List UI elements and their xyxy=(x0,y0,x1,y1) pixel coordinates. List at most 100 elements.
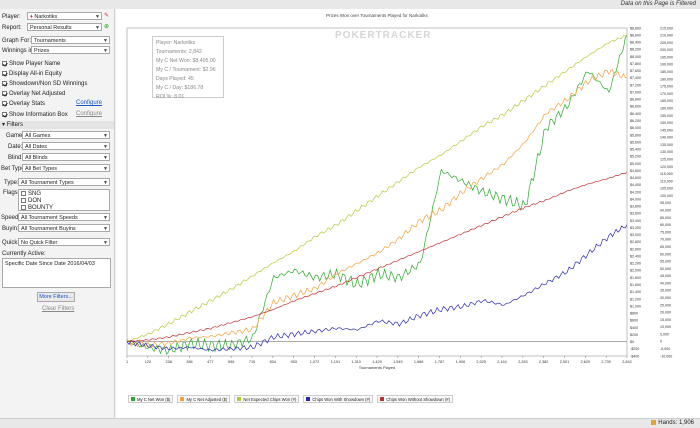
y-left-tick-label: $5,600 xyxy=(630,140,641,144)
hands-count: Hands: 1,906 xyxy=(651,420,694,426)
bet-type-select[interactable]: All Bet Types ▼ xyxy=(22,164,110,172)
checkbox-icon[interactable] xyxy=(2,101,7,106)
legend-swatch xyxy=(237,397,242,401)
filtered-notice: Data on this Page is Filtered xyxy=(620,1,696,7)
blind-select[interactable]: All Blinds ▼ xyxy=(22,153,110,161)
quick-row: Quick: xyxy=(2,238,19,247)
chevron-down-icon: ▼ xyxy=(103,38,108,44)
y-left-tick-label: $4,000 xyxy=(630,197,641,201)
y-left-tick-label: $2,400 xyxy=(630,254,641,258)
y-left-tick-label: $3,600 xyxy=(630,212,641,216)
report-select[interactable]: Personal Results ▼ xyxy=(27,23,102,31)
checkbox-overlay-net-adjusted[interactable]: Overlay Net Adjusted xyxy=(2,89,65,98)
y-left-tick-label: $5,400 xyxy=(630,148,641,152)
x-tick-label: 1,668 xyxy=(414,360,424,364)
y-right-tick-label: 140,000 xyxy=(660,136,673,140)
checkbox-icon[interactable] xyxy=(21,198,26,203)
flags-listbox[interactable]: SNG DON BOUNTY xyxy=(18,189,110,211)
date-label: Date: xyxy=(8,143,23,150)
y-left-tick-label: $1,400 xyxy=(630,290,641,294)
more-filters-button[interactable]: More Filters... xyxy=(37,292,75,302)
chevron-down-icon: ▼ xyxy=(103,48,108,54)
y-right-tick-label: 210,000 xyxy=(660,34,673,38)
y-right-tick-label: 80,000 xyxy=(660,223,671,227)
y-right-tick-label: 60,000 xyxy=(660,252,671,256)
speed-label: Speed: xyxy=(1,214,21,221)
legend-item[interactable]: Net Expected Chips Won (#) xyxy=(234,395,300,403)
configure-info-box-link[interactable]: Configure xyxy=(76,111,103,117)
buyin-value: All Tournament Buyins xyxy=(21,226,76,232)
speed-select[interactable]: All Tournament Speeds ▼ xyxy=(18,213,110,221)
y-right-tick-label: 155,000 xyxy=(660,114,673,118)
y-right-tick-label: 130,000 xyxy=(660,150,673,154)
information-box: Player: Narkotiks Tournaments: 2,842 My … xyxy=(152,36,224,100)
y-left-tick-label: $5,800 xyxy=(630,133,641,137)
checkbox-icon[interactable] xyxy=(21,191,26,196)
y-right-tick-label: 70,000 xyxy=(660,238,671,242)
y-right-tick-label: -10,000 xyxy=(660,354,672,358)
configure-overlay-stats-link[interactable]: Configure xyxy=(76,100,103,106)
chart-title: Prizes Won over Tournaments Played for N… xyxy=(326,13,428,18)
info-line: Tournaments: 2,842 xyxy=(156,49,202,55)
checkbox-icon[interactable] xyxy=(2,61,7,66)
y-left-tick-label: $4,600 xyxy=(630,176,641,180)
checkbox-show-info-box[interactable]: Show Information Box xyxy=(2,110,68,119)
checkbox-overlay-stats[interactable]: Overlay Stats xyxy=(2,99,45,108)
report-add-icon[interactable]: ⊕ xyxy=(104,24,110,30)
checkbox-show-player-name[interactable]: Show Player Name xyxy=(2,59,60,68)
checkbox-icon[interactable] xyxy=(2,81,7,86)
y-left-tick-label: $4,200 xyxy=(630,190,641,194)
x-tick-label: 1,787 xyxy=(435,360,445,364)
x-tick-label: 2,263 xyxy=(518,360,528,364)
graph-for-select[interactable]: Tournaments ▼ xyxy=(31,36,110,44)
x-tick-label: 1,906 xyxy=(456,360,466,364)
legend-swatch xyxy=(131,397,135,401)
buyin-select[interactable]: All Tournament Buyins ▼ xyxy=(18,224,110,232)
y-left-tick-label: $5,200 xyxy=(630,155,641,159)
info-line: My C Net Won: $8,405.00 xyxy=(156,58,216,64)
checkbox-icon[interactable] xyxy=(21,205,26,210)
player-options-icon[interactable]: ✎ xyxy=(104,13,110,19)
quick-filter-select[interactable]: No Quick Filter ▼ xyxy=(18,238,110,246)
bet-type-row: Bet Type: xyxy=(1,164,26,173)
game-select[interactable]: All Games ▼ xyxy=(22,131,110,139)
y-right-tick-label: 35,000 xyxy=(660,289,671,293)
y-left-tick-label: $1,800 xyxy=(630,276,641,280)
flag-item[interactable]: DON xyxy=(19,197,109,204)
x-tick-label: 120 xyxy=(145,360,151,364)
y-left-tick-label: $2,600 xyxy=(630,247,641,251)
y-right-tick-label: 125,000 xyxy=(660,158,673,162)
flag-item[interactable]: SNG xyxy=(19,190,109,197)
filters-header[interactable]: ▾ Filters xyxy=(0,121,114,129)
y-left-tick-label: $7,600 xyxy=(630,69,641,73)
legend-item[interactable]: My C Net Adjusted ($) xyxy=(177,395,231,403)
y-right-tick-label: 165,000 xyxy=(660,99,673,103)
winnings-label: Winnings in: xyxy=(2,47,35,54)
legend-item[interactable]: Chips Won Without Showdown (#) xyxy=(377,395,453,403)
collapse-icon[interactable]: ▾ xyxy=(2,122,6,128)
checkbox-display-allin-equity[interactable]: Display All-in Equity xyxy=(2,69,62,78)
winnings-select[interactable]: Prizes ▼ xyxy=(31,46,110,54)
type-value: All Tournament Types xyxy=(21,180,74,186)
flag-item[interactable]: BOUNTY xyxy=(19,204,109,210)
checkbox-showdown-winnings[interactable]: Showdown/Non SD Winnings xyxy=(2,79,87,88)
y-right-tick-label: 160,000 xyxy=(660,106,673,110)
series-line xyxy=(126,68,628,348)
x-axis-label: Tournaments Played xyxy=(359,365,395,370)
date-select[interactable]: All Dates ▼ xyxy=(22,142,110,150)
player-value: Narkotiks xyxy=(34,14,58,20)
hands-count-label: Hands: 1,906 xyxy=(658,420,694,427)
x-tick-label: 2,842 xyxy=(622,360,632,364)
y-right-tick-label: 10,000 xyxy=(660,325,671,329)
y-left-tick-label: $2,800 xyxy=(630,240,641,244)
clear-filters-link[interactable]: Clear Filters xyxy=(42,306,75,312)
legend-item[interactable]: My C Net Won ($) xyxy=(128,395,174,403)
checkbox-icon[interactable] xyxy=(2,71,7,76)
player-select[interactable]: ♦ Narkotiks ▼ xyxy=(27,12,102,20)
checkbox-icon[interactable] xyxy=(2,112,7,117)
checkbox-icon[interactable] xyxy=(2,91,7,96)
series-line xyxy=(126,224,628,352)
x-tick-label: 1,549 xyxy=(393,360,403,364)
legend-item[interactable]: Chips Won With Showdown (#) xyxy=(303,395,374,403)
type-select[interactable]: All Tournament Types ▼ xyxy=(18,178,110,186)
